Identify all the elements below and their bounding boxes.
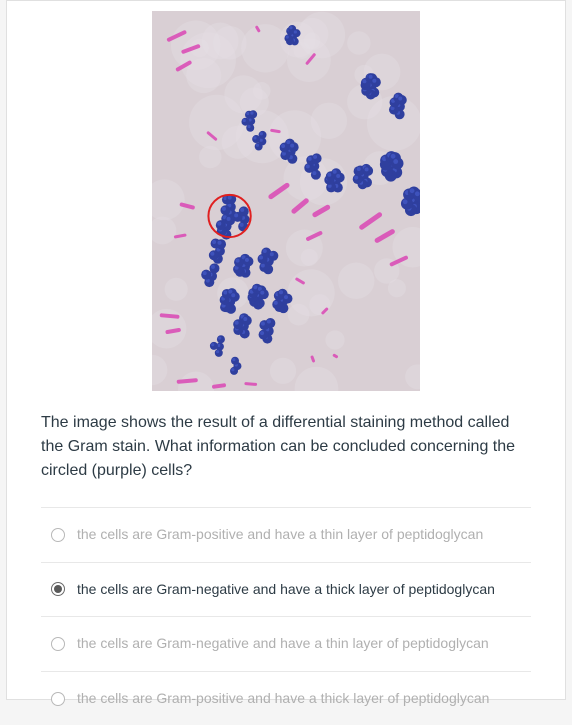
answer-option-2[interactable]: the cells are Gram-negative and have a t… bbox=[41, 616, 531, 671]
answer-options: the cells are Gram-positive and have a t… bbox=[7, 507, 565, 725]
answer-option-3[interactable]: the cells are Gram-positive and have a t… bbox=[41, 671, 531, 725]
radio-button[interactable] bbox=[51, 692, 65, 706]
question-text: The image shows the result of a differen… bbox=[7, 391, 565, 507]
radio-button[interactable] bbox=[51, 637, 65, 651]
answer-option-0[interactable]: the cells are Gram-positive and have a t… bbox=[41, 507, 531, 562]
gram-stain-image bbox=[152, 11, 420, 391]
question-card: The image shows the result of a differen… bbox=[6, 0, 566, 700]
option-label: the cells are Gram-positive and have a t… bbox=[77, 526, 483, 542]
option-label: the cells are Gram-negative and have a t… bbox=[77, 581, 495, 597]
radio-button[interactable] bbox=[51, 528, 65, 542]
option-label: the cells are Gram-negative and have a t… bbox=[77, 635, 489, 651]
option-label: the cells are Gram-positive and have a t… bbox=[77, 690, 489, 706]
radio-button[interactable] bbox=[51, 582, 65, 596]
image-container bbox=[7, 1, 565, 391]
answer-option-1[interactable]: the cells are Gram-negative and have a t… bbox=[41, 562, 531, 617]
